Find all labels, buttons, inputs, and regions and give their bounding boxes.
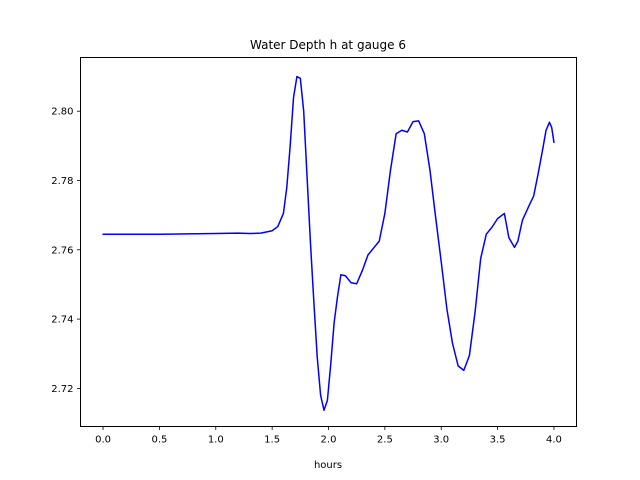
- plot-frame: [80, 57, 577, 427]
- x-tick-label: 0.5: [151, 435, 167, 446]
- plot-area: [102, 75, 555, 411]
- y-tick-label: 2.72: [51, 384, 73, 395]
- y-tick-label: 2.76: [51, 245, 73, 256]
- x-tick-label: 3.0: [433, 435, 449, 446]
- x-tick-label: 1.5: [264, 435, 280, 446]
- x-tick-label: 0.0: [95, 435, 111, 446]
- x-axis-ticks: 0.0 0.5 1.0 1.5 2.0 2.5 3.0 3.5 4.0: [95, 426, 562, 446]
- x-axis-label: hours: [314, 460, 342, 471]
- x-tick-label: 4.0: [546, 435, 562, 446]
- x-tick-label: 3.5: [490, 435, 506, 446]
- chart-title: Water Depth h at gauge 6: [250, 38, 406, 52]
- y-axis-ticks: 2.72 2.74 2.76 2.78 2.80: [51, 107, 81, 395]
- x-tick-label: 2.5: [377, 435, 393, 446]
- y-tick-label: 2.80: [51, 107, 73, 118]
- x-tick-label: 1.0: [208, 435, 224, 446]
- y-tick-label: 2.74: [51, 315, 73, 326]
- series-line-0: [102, 75, 555, 411]
- x-tick-label: 2.0: [321, 435, 337, 446]
- y-tick-label: 2.78: [51, 176, 73, 187]
